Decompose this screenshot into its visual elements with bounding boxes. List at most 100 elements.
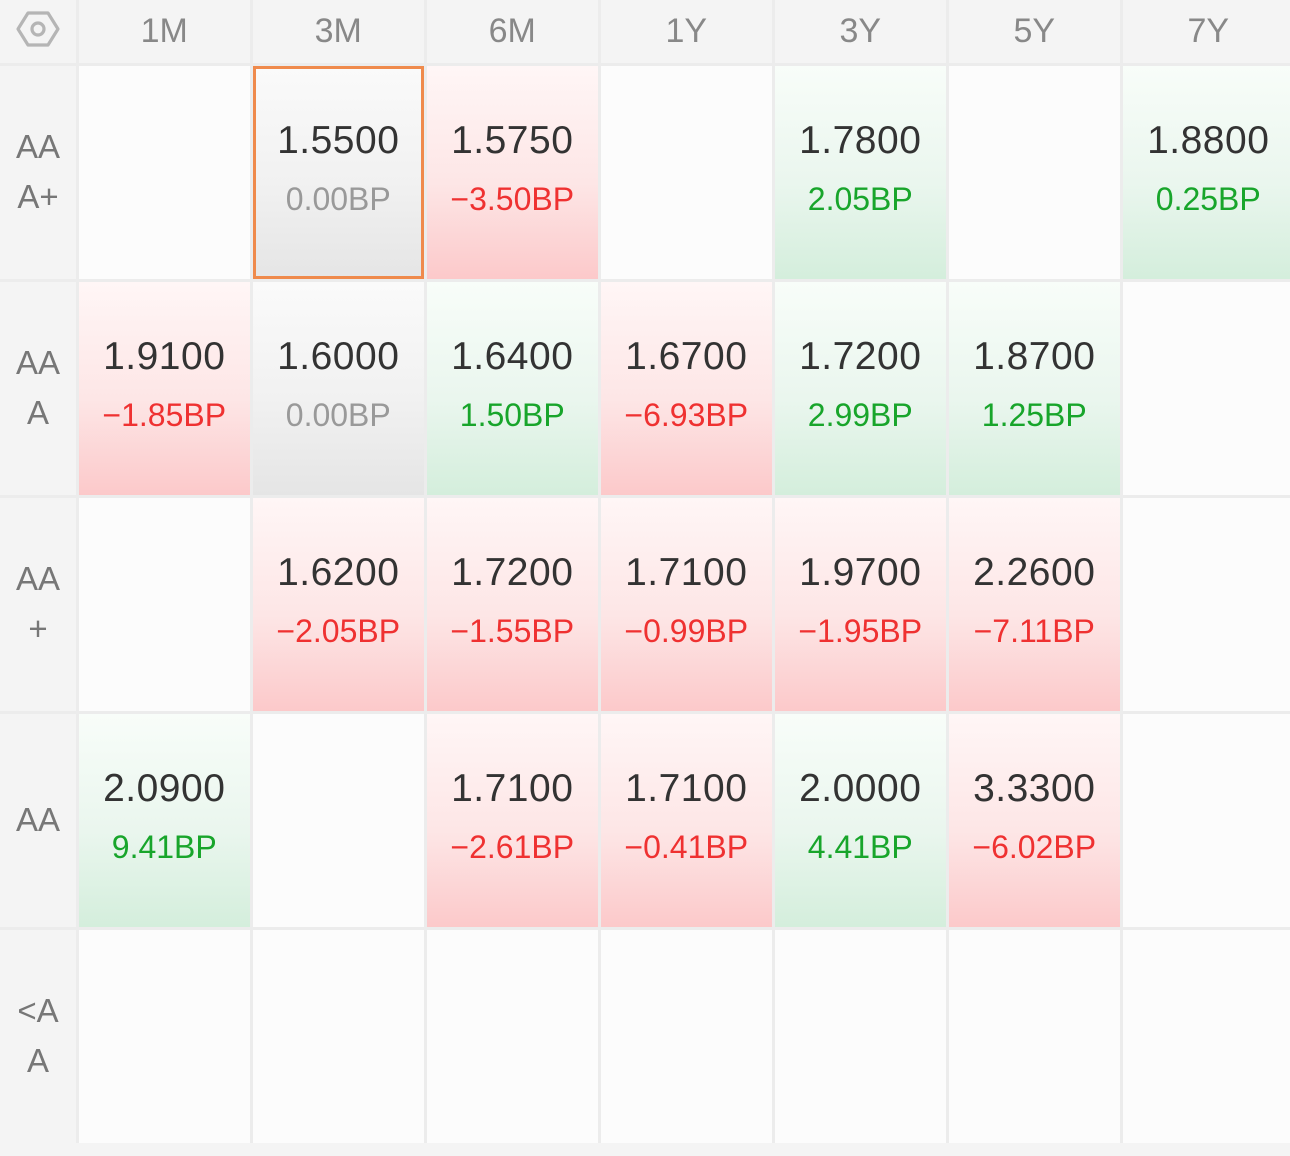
yield-value: 2.0900 (103, 767, 226, 811)
grid-cell[interactable]: 1.7200 −1.55BP (426, 497, 598, 711)
bp-change: 0.00BP (285, 397, 391, 434)
yield-value: 1.8700 (973, 335, 1096, 379)
grid-cell-empty[interactable] (948, 65, 1120, 279)
yield-value: 2.2600 (973, 551, 1096, 595)
row-header-label: + (28, 610, 48, 648)
yield-value: 1.5750 (451, 119, 574, 163)
grid-cell-empty[interactable] (426, 929, 598, 1143)
bp-change: −7.11BP (973, 613, 1095, 650)
grid-cell[interactable]: 1.9700 −1.95BP (774, 497, 946, 711)
yield-value: 1.7200 (799, 335, 922, 379)
yield-value: 1.6700 (625, 335, 748, 379)
grid-cell-empty[interactable] (1122, 497, 1290, 711)
grid-cell[interactable]: 1.6400 1.50BP (426, 281, 598, 495)
row-header-label: AA (15, 801, 61, 839)
grid-cell[interactable]: 1.8800 0.25BP (1122, 65, 1290, 279)
bp-change: −0.41BP (624, 829, 749, 866)
yield-value: 1.6400 (451, 335, 574, 379)
bp-change: −6.93BP (624, 397, 749, 434)
grid-cell[interactable]: 1.7100 −0.41BP (600, 713, 772, 927)
column-header-1m[interactable]: 1M (78, 0, 250, 63)
grid-cell-empty[interactable] (78, 65, 250, 279)
yield-value: 1.7100 (451, 767, 574, 811)
hexagon-settings-icon[interactable] (16, 9, 60, 54)
grid-cell[interactable]: 2.0900 9.41BP (78, 713, 250, 927)
bp-change: −6.02BP (972, 829, 1097, 866)
yield-value: 2.0000 (799, 767, 922, 811)
grid-cell[interactable]: 1.7100 −2.61BP (426, 713, 598, 927)
grid-cell-empty[interactable] (252, 929, 424, 1143)
yield-value: 1.9700 (799, 551, 922, 595)
grid-cell[interactable]: 1.5500 0.00BP (252, 65, 424, 279)
column-header-1y[interactable]: 1Y (600, 0, 772, 63)
yield-value: 1.6000 (277, 335, 400, 379)
yield-value: 1.6200 (277, 551, 400, 595)
grid-cell[interactable]: 3.3300 −6.02BP (948, 713, 1120, 927)
column-header-6m[interactable]: 6M (426, 0, 598, 63)
row-header-label: A+ (17, 178, 59, 216)
grid-cell-empty[interactable] (1122, 713, 1290, 927)
grid-cell-empty[interactable] (78, 497, 250, 711)
bp-change: −2.05BP (276, 613, 401, 650)
column-header-3y[interactable]: 3Y (774, 0, 946, 63)
grid-cell-empty[interactable] (78, 929, 250, 1143)
yield-value: 1.5500 (277, 119, 400, 163)
column-header-7y[interactable]: 7Y (1122, 0, 1290, 63)
bp-change: −2.61BP (450, 829, 575, 866)
row-header[interactable]: AA A+ (0, 65, 76, 279)
bp-change: 0.25BP (1155, 181, 1261, 218)
row-header-label: A (26, 1042, 49, 1080)
grid-cell[interactable]: 1.7800 2.05BP (774, 65, 946, 279)
row-header[interactable]: AA A (0, 281, 76, 495)
corner-cell[interactable] (0, 0, 76, 63)
grid-cell[interactable]: 2.2600 −7.11BP (948, 497, 1120, 711)
bp-change: 0.00BP (285, 181, 391, 218)
grid-cell-empty[interactable] (252, 713, 424, 927)
bp-change: 1.25BP (981, 397, 1087, 434)
yield-value: 1.9100 (103, 335, 226, 379)
grid-cell-empty[interactable] (600, 65, 772, 279)
column-header-3m[interactable]: 3M (252, 0, 424, 63)
bp-change: −0.99BP (624, 613, 749, 650)
row-header[interactable]: AA (0, 713, 76, 927)
grid-cell[interactable]: 2.0000 4.41BP (774, 713, 946, 927)
grid-cell[interactable]: 1.7200 2.99BP (774, 281, 946, 495)
grid-cell-empty[interactable] (600, 929, 772, 1143)
yield-value: 1.7800 (799, 119, 922, 163)
grid-cell[interactable]: 1.9100 −1.85BP (78, 281, 250, 495)
yield-value: 1.7100 (625, 767, 748, 811)
row-header-label: AA (15, 560, 61, 598)
grid-cell[interactable]: 1.6700 −6.93BP (600, 281, 772, 495)
grid-cell-empty[interactable] (774, 929, 946, 1143)
bp-change: 1.50BP (459, 397, 565, 434)
row-header-label: <A (17, 992, 59, 1030)
column-header-5y[interactable]: 5Y (948, 0, 1120, 63)
row-header[interactable]: <A A (0, 929, 76, 1143)
bp-change: 2.05BP (807, 181, 913, 218)
bp-change: −1.55BP (450, 613, 575, 650)
grid-cell-empty[interactable] (1122, 281, 1290, 495)
grid-cell-empty[interactable] (948, 929, 1120, 1143)
bp-change: −1.85BP (102, 397, 227, 434)
bp-change: −3.50BP (450, 181, 575, 218)
yield-value: 1.8800 (1147, 119, 1270, 163)
bp-change: −1.95BP (798, 613, 923, 650)
bp-change: 4.41BP (807, 829, 913, 866)
row-header-label: A (26, 394, 49, 432)
bottom-strip (0, 1145, 1290, 1156)
bp-change: 2.99BP (807, 397, 913, 434)
grid-cell-empty[interactable] (1122, 929, 1290, 1143)
yield-value: 1.7200 (451, 551, 574, 595)
row-header-label: AA (15, 128, 61, 166)
yield-value: 3.3300 (973, 767, 1096, 811)
bp-change: 9.41BP (111, 829, 217, 866)
yield-value: 1.7100 (625, 551, 748, 595)
grid-cell[interactable]: 1.7100 −0.99BP (600, 497, 772, 711)
grid-cell[interactable]: 1.6000 0.00BP (252, 281, 424, 495)
row-header-label: AA (15, 344, 61, 382)
grid-cell[interactable]: 1.8700 1.25BP (948, 281, 1120, 495)
row-header[interactable]: AA + (0, 497, 76, 711)
grid-cell[interactable]: 1.5750 −3.50BP (426, 65, 598, 279)
grid-cell[interactable]: 1.6200 −2.05BP (252, 497, 424, 711)
